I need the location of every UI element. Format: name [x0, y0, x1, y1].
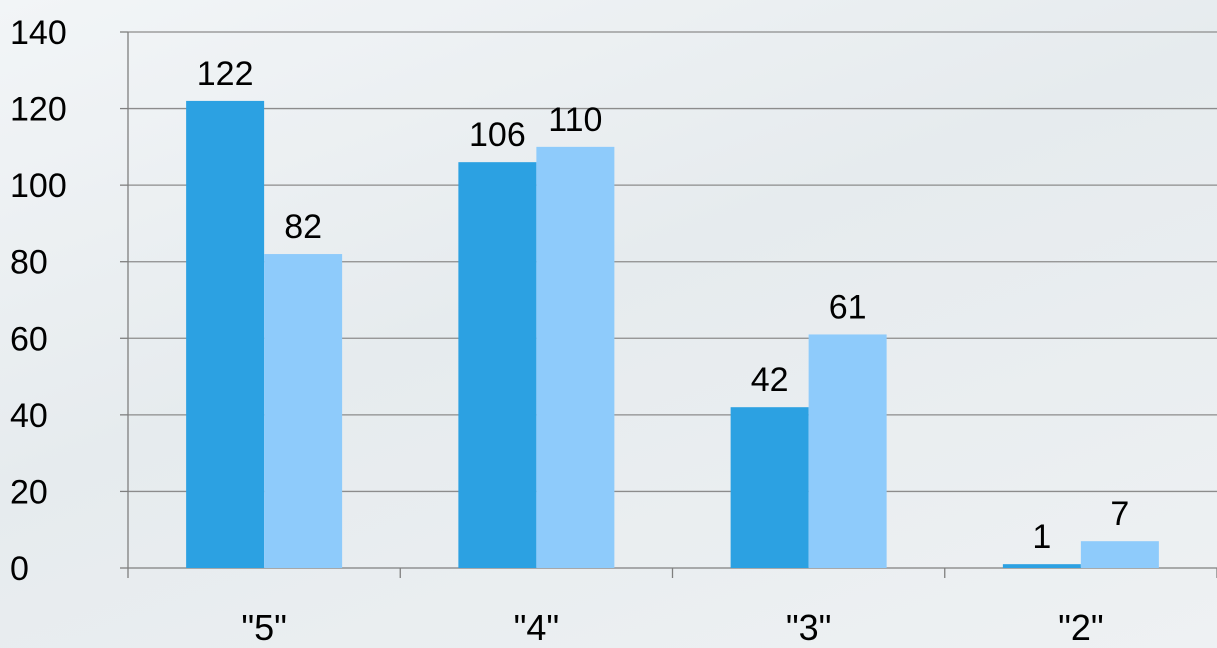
bar: [186, 100, 265, 569]
bar: [536, 146, 615, 568]
y-tick-label: 20: [10, 473, 48, 511]
x-category-label: "2": [1058, 607, 1104, 648]
bar-value-label: 106: [469, 116, 526, 154]
y-tick-label: 0: [10, 550, 29, 588]
bar-value-label: 110: [548, 101, 602, 139]
bar-value-label: 61: [829, 288, 867, 326]
x-category-label: "5": [241, 607, 287, 648]
bar-value-label: 7: [1110, 495, 1129, 533]
y-tick-label: 40: [10, 397, 48, 435]
bar: [1080, 541, 1159, 568]
bar-value-label: 1: [1032, 518, 1051, 556]
bars: [186, 100, 1159, 569]
y-tick-label: 80: [10, 244, 48, 282]
bar: [458, 162, 537, 568]
bar: [730, 407, 809, 568]
y-tick-label: 60: [10, 320, 48, 358]
y-tick-label: 140: [10, 14, 67, 52]
bar-value-label: 42: [751, 361, 789, 399]
y-tick-label: 100: [10, 167, 67, 205]
y-tick-label: 120: [10, 91, 67, 129]
x-category-label: "4": [514, 607, 560, 648]
bar-value-label: 122: [197, 55, 254, 93]
x-category-label: "3": [786, 607, 832, 648]
bar: [264, 254, 343, 569]
bar-value-label: 82: [284, 208, 322, 246]
data-labels: 122 82 106 110 42 61 1 7: [197, 55, 1130, 556]
bar: [808, 334, 887, 568]
bar: [1002, 564, 1081, 568]
